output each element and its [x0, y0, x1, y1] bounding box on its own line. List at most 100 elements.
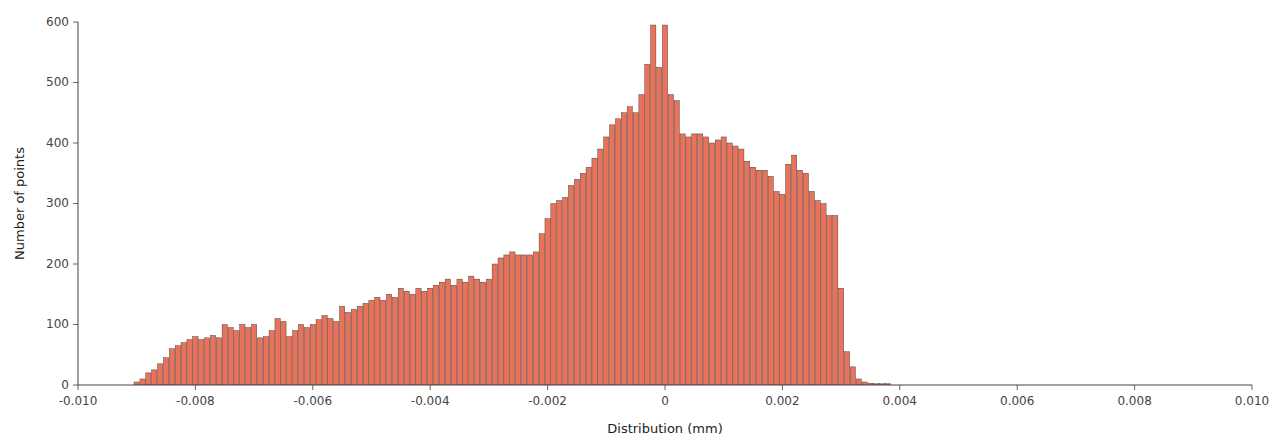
bar: [293, 331, 298, 385]
bar: [856, 379, 861, 385]
bar: [703, 137, 708, 385]
bar: [645, 64, 650, 385]
bar: [627, 107, 632, 385]
bar: [815, 200, 820, 385]
bar: [451, 285, 456, 385]
bar: [222, 325, 227, 386]
x-tick: [430, 385, 431, 390]
bar: [580, 173, 585, 385]
bar: [457, 279, 462, 385]
bar: [727, 143, 732, 385]
bar: [381, 300, 386, 385]
y-tick: [73, 22, 78, 23]
bar: [539, 234, 544, 385]
y-tick: [73, 82, 78, 83]
bar: [386, 294, 391, 385]
y-axis-label: Number of points: [12, 147, 27, 260]
bar: [410, 294, 415, 385]
x-tick-label: 0.004: [883, 394, 917, 408]
bar: [745, 161, 750, 385]
bar: [850, 367, 855, 385]
bar: [433, 285, 438, 385]
bar: [486, 279, 491, 385]
bar: [586, 167, 591, 385]
bar: [809, 191, 814, 385]
bar: [780, 194, 785, 385]
bar: [698, 134, 703, 385]
bar: [686, 137, 691, 385]
y-tick-label: 300: [46, 196, 69, 210]
bar: [328, 318, 333, 385]
bar: [469, 276, 474, 385]
bar: [351, 309, 356, 385]
x-tick: [195, 385, 196, 390]
bar: [210, 335, 215, 385]
bar: [739, 149, 744, 385]
bar: [269, 331, 274, 385]
bars: [134, 25, 891, 385]
bar: [510, 252, 515, 385]
bar: [480, 282, 485, 385]
bar: [251, 325, 256, 386]
bar: [163, 358, 168, 385]
bar: [598, 149, 603, 385]
bar: [592, 158, 597, 385]
bar: [821, 204, 826, 386]
bar: [715, 140, 720, 385]
bar: [662, 25, 667, 385]
bar: [228, 328, 233, 385]
bar: [216, 338, 221, 385]
bar: [322, 315, 327, 385]
bar: [310, 325, 315, 386]
x-tick-label: 0.002: [765, 394, 799, 408]
bar: [398, 288, 403, 385]
bar: [774, 191, 779, 385]
x-axis-line: [78, 385, 1252, 386]
x-tick: [782, 385, 783, 390]
bar: [146, 373, 151, 385]
bar: [709, 143, 714, 385]
bar: [827, 216, 832, 385]
x-tick-label: -0.008: [176, 394, 215, 408]
bar: [298, 325, 303, 386]
x-tick: [899, 385, 900, 390]
bar: [463, 282, 468, 385]
bar: [363, 303, 368, 385]
bar: [169, 349, 174, 385]
bar: [621, 113, 626, 385]
y-tick-label: 100: [46, 317, 69, 331]
bar: [304, 328, 309, 385]
x-tick-label: 0.006: [1000, 394, 1034, 408]
x-tick-label: -0.006: [293, 394, 332, 408]
y-axis-line: [78, 22, 79, 385]
bar: [639, 95, 644, 385]
bar: [246, 328, 251, 385]
bar: [750, 167, 755, 385]
bar: [357, 306, 362, 385]
bar: [152, 370, 157, 385]
bar: [504, 255, 509, 385]
bar: [181, 343, 186, 385]
bar: [439, 282, 444, 385]
bar: [791, 155, 796, 385]
bar: [527, 255, 532, 385]
x-tick: [1134, 385, 1135, 390]
x-tick-label: -0.010: [59, 394, 98, 408]
bar: [234, 331, 239, 385]
bar: [140, 379, 145, 385]
bar: [175, 346, 180, 385]
y-tick-label: 600: [46, 15, 69, 29]
y-tick: [73, 203, 78, 204]
bar: [392, 297, 397, 385]
bar: [551, 204, 556, 386]
x-tick-label: 0.008: [1117, 394, 1151, 408]
bar: [345, 312, 350, 385]
bar: [668, 95, 673, 385]
bar: [786, 164, 791, 385]
x-axis-label: Distribution (mm): [607, 421, 722, 436]
bar: [240, 325, 245, 386]
x-tick: [665, 385, 666, 390]
y-axis: 0100200300400500600: [46, 15, 78, 392]
bar: [568, 185, 573, 385]
bar: [604, 137, 609, 385]
